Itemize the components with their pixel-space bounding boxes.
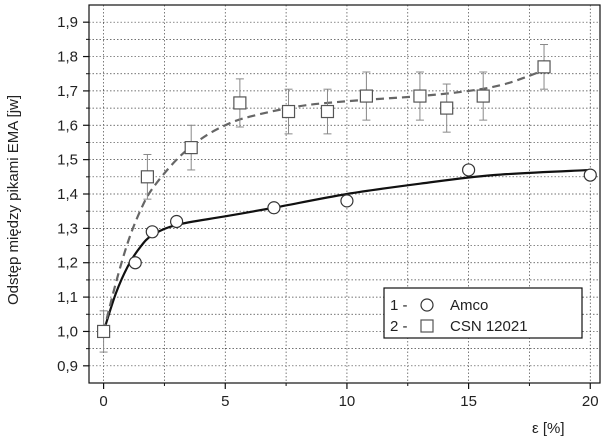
data-point-square <box>440 101 454 115</box>
y-tick-label: 1,2 <box>57 255 78 272</box>
legend-square-marker <box>420 319 434 333</box>
y-tick-label: 1,7 <box>57 83 78 100</box>
grid <box>89 5 600 383</box>
y-tick-label: 0,9 <box>57 358 78 375</box>
legend-circle-marker <box>420 298 434 312</box>
data-point-circle <box>462 163 476 177</box>
legend: 1 - Amco 2 - CSN 12021 <box>383 287 583 339</box>
y-tick-label: 1,8 <box>57 49 78 66</box>
data-point-square <box>476 89 490 103</box>
data-point-circle <box>145 225 159 239</box>
x-tick-label: 0 <box>99 393 107 410</box>
data-point-square <box>537 60 551 74</box>
data-point-square <box>140 170 154 184</box>
legend-number: 1 - <box>390 297 408 314</box>
data-point-square <box>184 141 198 155</box>
data-markers <box>96 44 597 353</box>
legend-box <box>383 287 583 339</box>
ticks: 0 5 10 15 20 0,9 1,0 1,1 1,2 1,3 1,4 1,5 1,6 1,7 1,8 1,… <box>57 14 598 410</box>
data-point-square <box>233 96 247 110</box>
fit-curves <box>102 69 591 332</box>
data-point-circle <box>267 201 281 215</box>
data-point-square <box>320 104 335 119</box>
y-tick-label: 1,4 <box>57 186 78 203</box>
legend-label: CSN 12021 <box>450 318 528 335</box>
legend-number: 2 - <box>390 318 408 335</box>
data-point-circle <box>583 168 597 182</box>
fit-line-amco <box>102 168 591 332</box>
y-tick-label: 1,5 <box>57 152 78 169</box>
x-axis-label: ε [%] <box>532 420 565 437</box>
x-tick-label: 20 <box>582 393 599 410</box>
data-point-circle <box>128 256 142 270</box>
y-tick-label: 1,3 <box>57 220 78 237</box>
data-point-circle <box>170 214 184 229</box>
legend-label: Amco <box>450 297 488 314</box>
data-point-square <box>359 89 373 103</box>
data-point-square <box>413 89 427 103</box>
x-tick-label: 5 <box>221 393 229 410</box>
y-axis-label: Odstęp między pikami EMA [jw] <box>5 95 22 305</box>
y-tick-label: 1,0 <box>57 323 78 340</box>
y-tick-label: 1,1 <box>57 289 78 306</box>
data-point-square <box>281 104 296 119</box>
x-tick-label: 15 <box>460 393 477 410</box>
data-point-square <box>96 324 111 339</box>
data-point-circle <box>340 194 354 208</box>
y-tick-label: 1,9 <box>57 14 78 31</box>
y-tick-label: 1,6 <box>57 117 78 134</box>
fit-line-csn-12021 <box>102 69 545 332</box>
x-tick-label: 10 <box>339 393 356 410</box>
